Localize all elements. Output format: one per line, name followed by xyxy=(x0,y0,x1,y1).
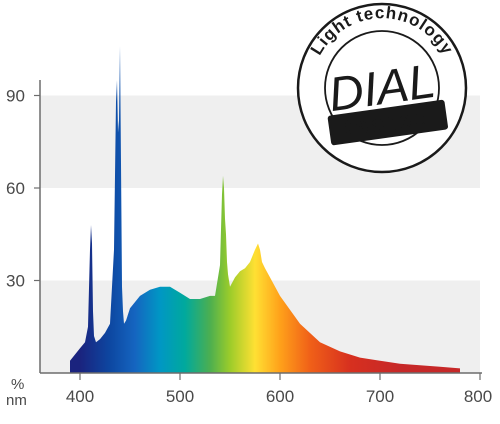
y-axis-label: % xyxy=(11,376,24,393)
x-tick-label: 500 xyxy=(166,387,194,406)
x-tick-label: 700 xyxy=(366,387,394,406)
dial-tested-stamp: Light technology DIAL tested xyxy=(296,2,468,174)
y-tick-label: 60 xyxy=(6,179,25,198)
y-ticks: 30 60 90 xyxy=(6,87,40,291)
y-tick-label: 90 xyxy=(6,87,25,106)
stamp-label-box xyxy=(327,99,448,146)
x-tick-label: 400 xyxy=(66,387,94,406)
x-tick-label: 600 xyxy=(266,387,294,406)
x-ticks: 400 500 600 700 800 xyxy=(66,373,492,406)
x-tick-label: 800 xyxy=(464,387,492,406)
spectrum-area xyxy=(70,46,460,373)
y-tick-label: 30 xyxy=(6,272,25,291)
x-axis-label: nm xyxy=(6,392,27,409)
stamp-inner-ring xyxy=(324,30,440,146)
